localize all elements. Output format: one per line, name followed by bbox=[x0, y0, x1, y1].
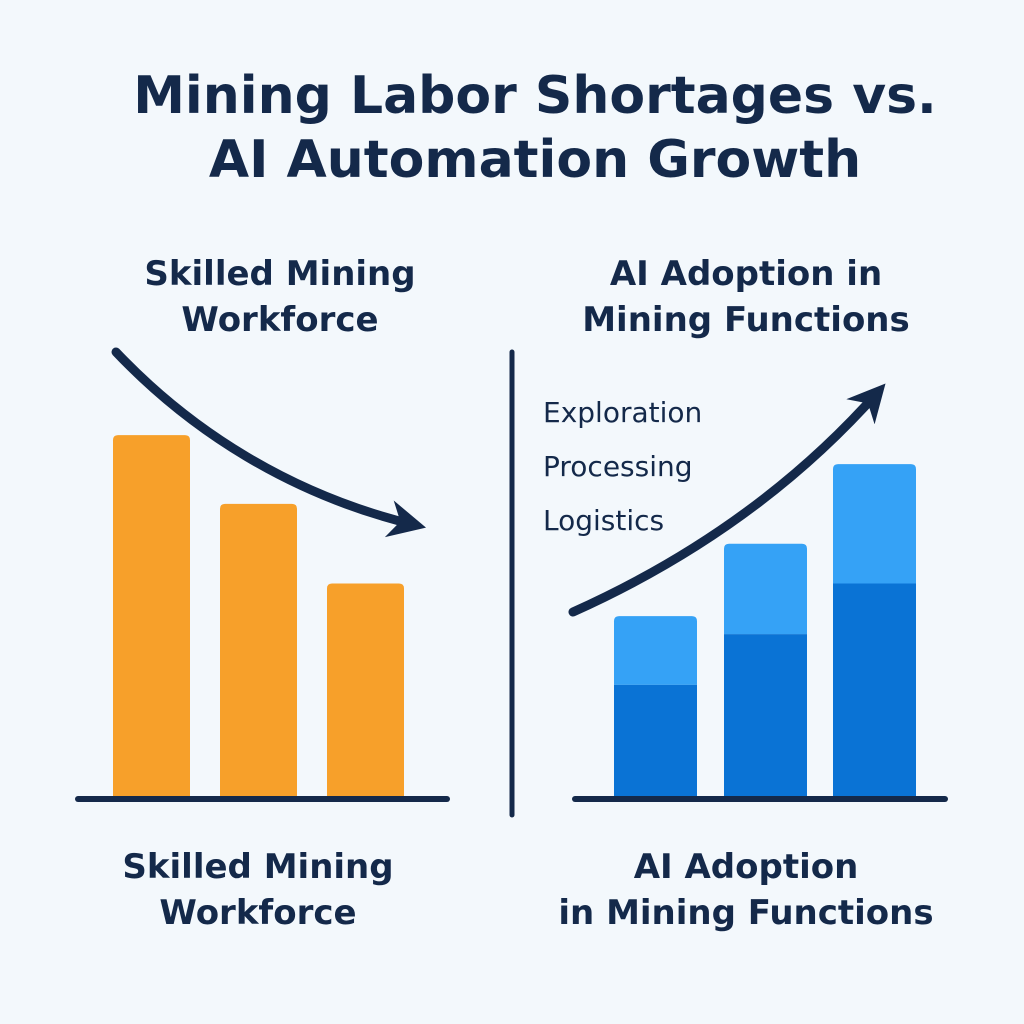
ai-adoption-chart-caption-line-1: AI Adoption bbox=[633, 847, 859, 887]
function-label-processing: Processing bbox=[543, 450, 693, 483]
page-title-line-2: AI Automation Growth bbox=[208, 130, 862, 190]
ai-adoption-bar-top-segment bbox=[614, 616, 697, 685]
ai-adoption-bar-base-segment bbox=[724, 634, 807, 797]
workforce-chart-title-line-1: Skilled Mining bbox=[144, 254, 416, 294]
workforce-chart-title-line-2: Workforce bbox=[181, 300, 379, 340]
ai-adoption-chart-title-line-2: Mining Functions bbox=[582, 300, 910, 340]
ai-adoption-bar-base-segment bbox=[614, 684, 697, 797]
workforce-chart-caption: Skilled Mining Workforce bbox=[58, 844, 458, 936]
workforce-bars bbox=[113, 435, 404, 797]
ai-adoption-bars bbox=[614, 464, 916, 797]
workforce-bar bbox=[327, 583, 404, 797]
down-arrow-icon bbox=[111, 347, 427, 538]
ai-adoption-chart-caption: AI Adoption in Mining Functions bbox=[546, 844, 946, 936]
ai-adoption-chart-caption-line-2: in Mining Functions bbox=[558, 893, 934, 933]
ai-adoption-chart-title: AI Adoption in Mining Functions bbox=[546, 251, 946, 343]
ai-adoption-bar-top-segment bbox=[724, 543, 807, 635]
up-arrow-icon bbox=[568, 383, 886, 617]
page-title: Mining Labor Shortages vs. AI Automation… bbox=[0, 64, 1024, 192]
ai-adoption-bar-top-segment bbox=[833, 464, 916, 584]
ai-adoption-chart-title-line-1: AI Adoption in bbox=[609, 254, 883, 294]
page-title-line-1: Mining Labor Shortages vs. bbox=[133, 66, 937, 126]
function-label-logistics: Logistics bbox=[543, 504, 665, 537]
function-label-exploration: Exploration bbox=[543, 396, 703, 429]
ai-adoption-bar-base-segment bbox=[833, 583, 916, 797]
workforce-chart-title: Skilled Mining Workforce bbox=[80, 251, 480, 343]
workforce-chart-caption-line-2: Workforce bbox=[159, 893, 357, 933]
workforce-chart-caption-line-1: Skilled Mining bbox=[122, 847, 394, 887]
workforce-bar bbox=[113, 435, 190, 797]
workforce-bar bbox=[220, 503, 297, 797]
